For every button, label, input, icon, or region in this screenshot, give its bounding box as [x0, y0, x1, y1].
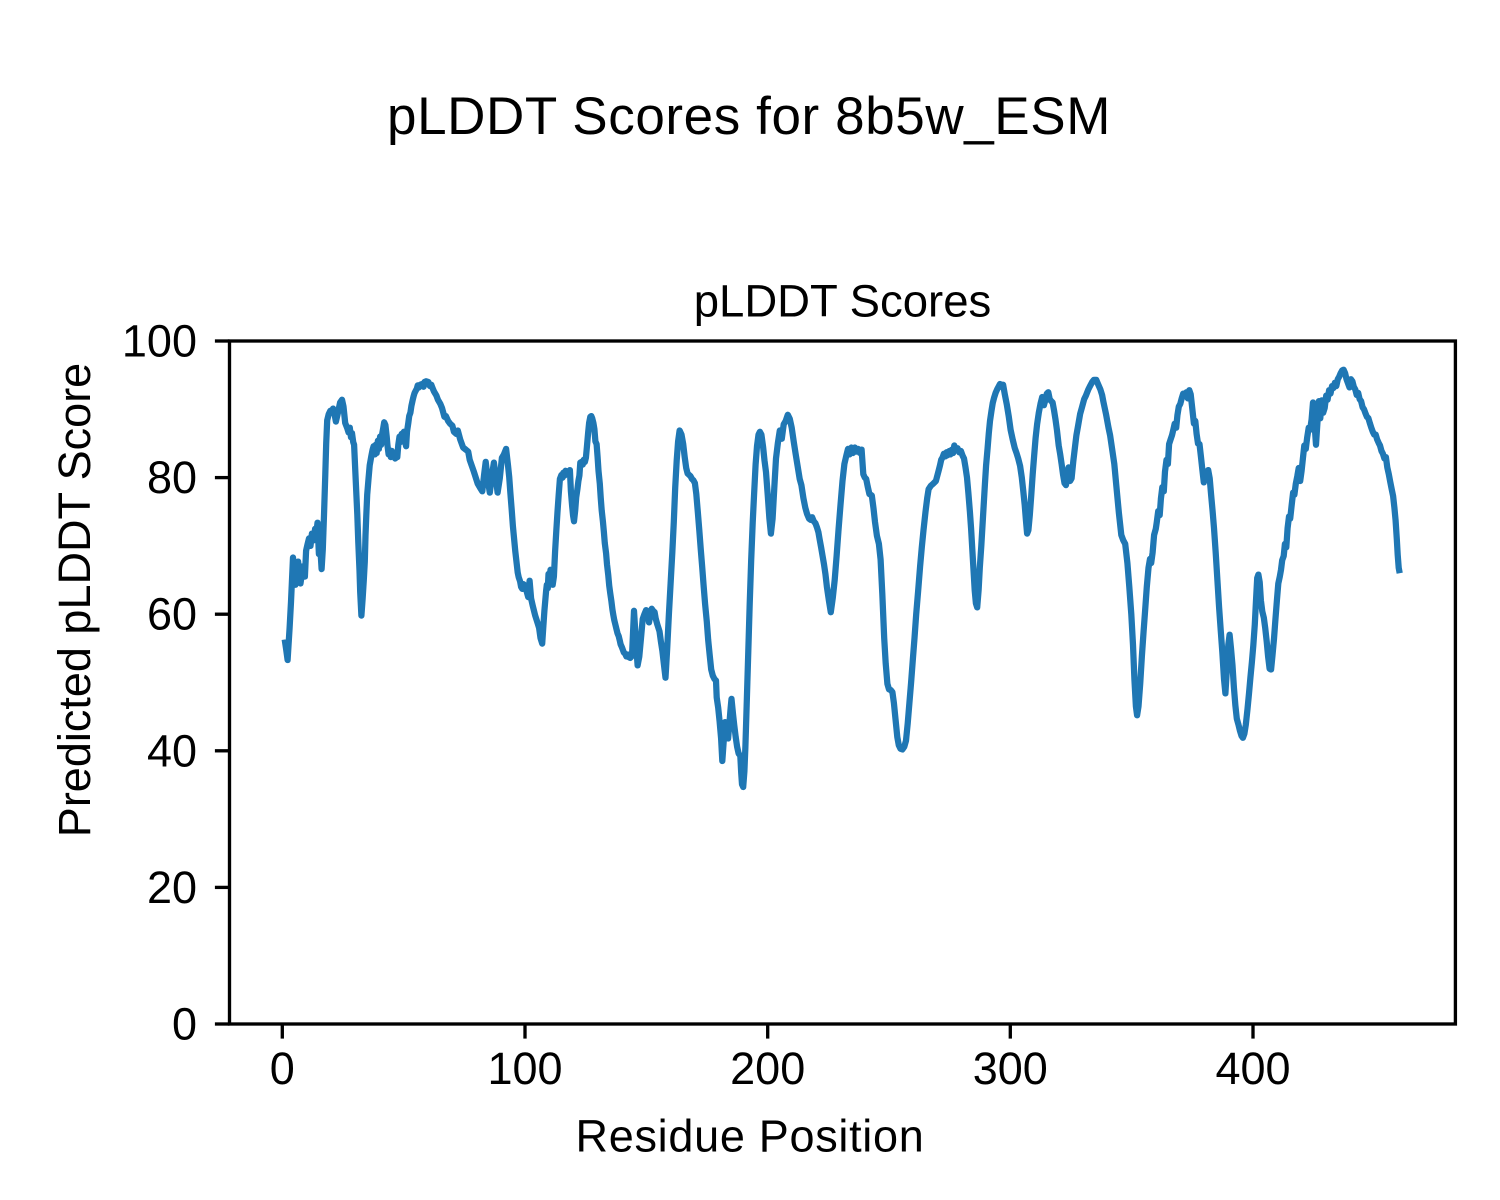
svg-text:300: 300: [973, 1043, 1048, 1094]
svg-text:20: 20: [147, 862, 197, 913]
svg-text:Predicted pLDDT Score: Predicted pLDDT Score: [49, 363, 100, 837]
svg-text:200: 200: [730, 1043, 805, 1094]
svg-text:100: 100: [122, 316, 197, 367]
svg-text:0: 0: [270, 1043, 295, 1094]
svg-text:100: 100: [487, 1043, 562, 1094]
svg-text:Residue Position: Residue Position: [576, 1111, 925, 1162]
svg-text:pLDDT Scores: pLDDT Scores: [694, 276, 992, 327]
svg-text:0: 0: [172, 999, 197, 1050]
svg-text:80: 80: [147, 452, 197, 503]
svg-text:pLDDT Scores for 8b5w_ESM: pLDDT Scores for 8b5w_ESM: [387, 87, 1111, 146]
svg-text:400: 400: [1215, 1043, 1290, 1094]
svg-text:40: 40: [147, 725, 197, 776]
svg-text:60: 60: [147, 589, 197, 640]
